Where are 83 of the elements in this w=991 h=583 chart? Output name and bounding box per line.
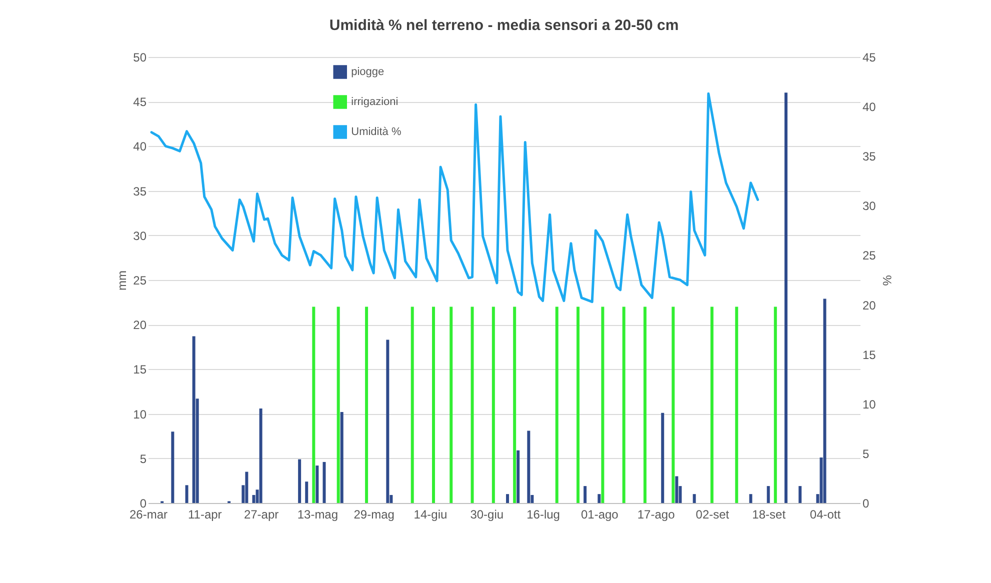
y-tick-label: 20 [133,318,147,332]
x-tick-label: 29-mag [354,508,394,522]
y-tick-label: 0 [140,496,147,510]
bar [584,486,587,503]
x-tick-label: 02-set [696,508,730,522]
bar [749,494,752,503]
y2-tick-label: 30 [862,199,876,214]
bar [516,450,520,503]
bar [823,298,826,503]
y-tick-label: 30 [133,228,147,243]
bar [622,306,626,503]
bar [305,482,308,503]
x-tick-label: 16-lug [526,508,560,522]
x-tick-label: 18-set [752,508,786,522]
bar [675,476,678,503]
bar [298,459,302,503]
bar [766,486,770,503]
x-tick-label: 30-giu [470,508,504,522]
bar [798,486,802,503]
y2-tick-label: 0 [862,496,870,510]
y2-tick-label: 40 [862,100,876,114]
x-tick-label: 27-apr [244,508,279,522]
legend-label: piogge [351,66,384,78]
x-tick-label: 13-mag [297,508,338,522]
bar [336,306,340,503]
legend-label: irrigazioni [351,96,398,108]
y2-tick-label: 35 [862,150,876,164]
y2-tick-label: 20 [862,298,876,312]
y-tick-label: 50 [133,50,147,64]
y-tick-label: 40 [133,140,147,154]
y-tick-label: 25 [133,274,147,288]
y-tick-label: 15 [133,362,147,377]
bar [322,462,326,503]
bar [185,485,188,503]
y-tick-label: 10 [133,407,147,422]
y-axis-title: mm [115,270,130,290]
bar [259,408,262,503]
y2-tick-label: 15 [862,348,876,362]
chart-title: Umidità % nel terreno - media sensori a 20-50 cm [329,17,679,34]
bar [316,466,319,503]
bar [661,412,664,503]
y2-axis-title: % [880,275,894,286]
bar [340,412,344,503]
bar [492,306,495,503]
bar [365,306,368,503]
bar [513,306,516,503]
y-tick-label: 5 [140,452,147,466]
y-tick-label: 35 [133,184,147,198]
bar [555,306,558,503]
line-series [150,92,760,304]
y2-tick-label: 5 [862,446,870,461]
x-tick-label: 17-ago [637,508,676,522]
bar [450,306,453,503]
y2-tick-label: 25 [862,248,876,263]
bar [432,306,436,503]
bar [710,306,714,503]
y-tick-label: 45 [133,95,147,110]
bar [735,306,738,503]
bar [192,336,196,503]
bar [245,472,248,503]
x-tick-label: 04-ott [810,508,842,522]
legend-label: Umidità % [351,126,402,138]
y2-tick-label: 10 [862,397,876,412]
y2-tick-label: 45 [862,50,876,64]
bar [672,306,675,503]
bar [386,340,390,503]
bar [784,92,788,503]
bar [506,494,510,503]
bar [774,306,777,503]
bar [171,432,174,503]
x-tick-label: 14-giu [414,508,448,522]
x-tick-label: 26-mar [129,508,168,522]
bar [643,306,646,503]
bar [601,306,604,503]
bar [598,494,601,503]
bar [576,306,580,503]
x-tick-label: 11-apr [188,508,222,522]
bar [692,494,696,503]
bar [527,430,530,503]
x-tick-label: 01-ago [580,508,619,522]
bar [312,306,316,503]
bar [470,306,474,503]
bar [410,306,414,503]
